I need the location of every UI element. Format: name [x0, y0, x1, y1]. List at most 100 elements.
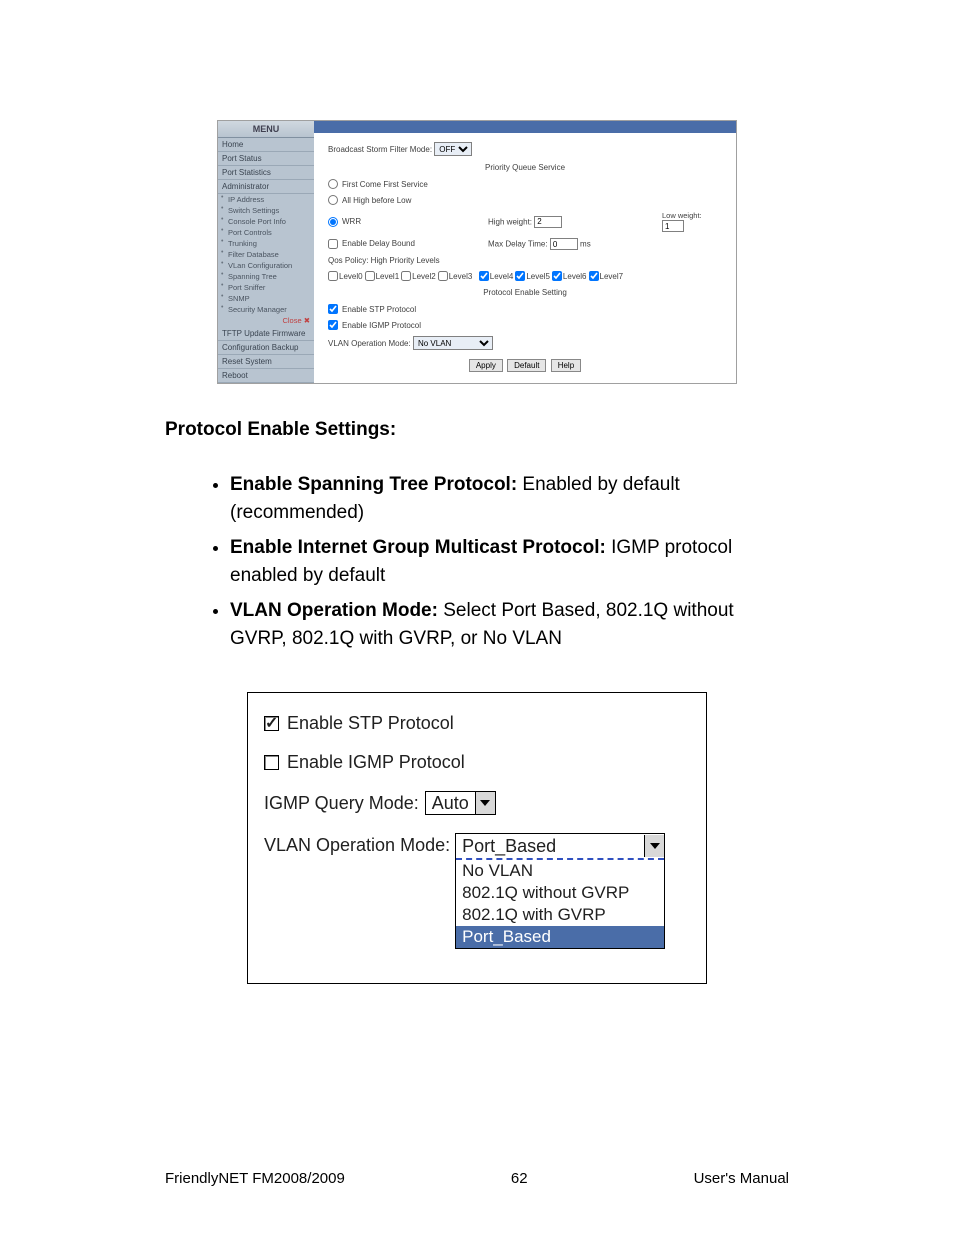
- lvl-level6-label: Level6: [563, 272, 587, 281]
- low-weight-label: Low weight:: [662, 211, 702, 220]
- apply-button[interactable]: Apply: [469, 359, 503, 372]
- close-link[interactable]: Close ✖: [218, 315, 314, 327]
- chk-delay-bound[interactable]: [328, 239, 338, 249]
- fcfs-label: First Come First Service: [342, 180, 428, 189]
- vlan-option[interactable]: 802.1Q without GVRP: [456, 882, 664, 904]
- priority-queue-title: Priority Queue Service: [328, 159, 722, 176]
- menu-item-tftp[interactable]: TFTP Update Firmware: [218, 327, 314, 341]
- radio-wrr[interactable]: [328, 217, 338, 227]
- bsf-select[interactable]: OFF: [434, 142, 472, 156]
- menu-item-reset-system[interactable]: Reset System: [218, 355, 314, 369]
- chk-enable-stp[interactable]: [328, 304, 338, 314]
- mdt-label: Max Delay Time:: [488, 240, 548, 249]
- menu-item-port-statistics[interactable]: Port Statistics: [218, 166, 314, 180]
- vlan-option[interactable]: 802.1Q with GVRP: [456, 904, 664, 926]
- default-button[interactable]: Default: [507, 359, 546, 372]
- submenu-switch-settings[interactable]: Switch Settings: [218, 205, 314, 216]
- ahl-label: All High before Low: [342, 196, 411, 205]
- protocol-enable-title: Protocol Enable Setting: [328, 284, 722, 301]
- topbar: [314, 121, 736, 133]
- vlan-op-label: VLAN Operation Mode:: [264, 833, 450, 856]
- vlan-op-select[interactable]: No VLAN: [413, 336, 493, 350]
- lvl-level7-label: Level7: [600, 272, 624, 281]
- level-row: Level0 Level1 Level2 Level3 Level4 Level5 Lev…: [328, 268, 722, 284]
- lvl-level1-label: Level1: [376, 272, 400, 281]
- chevron-down-icon: [475, 792, 495, 814]
- radio-fcfs[interactable]: [328, 179, 338, 189]
- menu-item-port-status[interactable]: Port Status: [218, 152, 314, 166]
- igmp-query-value: Auto: [426, 793, 475, 814]
- vlan-op-line: VLAN Operation Mode: Port_Based No VLAN8…: [264, 833, 690, 949]
- submenu-trunking[interactable]: Trunking: [218, 238, 314, 249]
- menu-header: MENU: [218, 121, 314, 138]
- page-footer: FriendlyNET FM2008/2009 62 User's Manual: [165, 1170, 789, 1187]
- main-panel: Broadcast Storm Filter Mode: OFF Priorit…: [314, 121, 736, 383]
- stp-label: Enable STP Protocol: [287, 713, 454, 734]
- igmp-query-select[interactable]: Auto: [425, 791, 496, 815]
- lvl-level0-label: Level0: [339, 272, 363, 281]
- chk-level4[interactable]: [479, 271, 489, 281]
- footer-page-number: 62: [511, 1170, 528, 1187]
- lvl-level2-label: Level2: [412, 272, 436, 281]
- chk-level1[interactable]: [365, 271, 375, 281]
- help-button[interactable]: Help: [551, 359, 581, 372]
- igmp-label: Enable IGMP Protocol: [287, 752, 465, 773]
- menu-item-config-backup[interactable]: Configuration Backup: [218, 341, 314, 355]
- qos-policy-label: Qos Policy: High Priority Levels: [328, 253, 722, 268]
- enable-igmp-label: Enable IGMP Protocol: [342, 321, 421, 330]
- submenu-port-sniffer[interactable]: Port Sniffer: [218, 282, 314, 293]
- sidebar: MENU Home Port Status Port Statistics Ad…: [218, 121, 314, 383]
- footer-right: User's Manual: [694, 1170, 789, 1187]
- radio-ahl[interactable]: [328, 195, 338, 205]
- submenu-port-controls[interactable]: Port Controls: [218, 227, 314, 238]
- bsf-label: Broadcast Storm Filter Mode:: [328, 145, 432, 154]
- igmp-line: Enable IGMP Protocol: [264, 752, 690, 773]
- vlan-op-select[interactable]: Port_Based No VLAN802.1Q without GVRP802…: [455, 833, 665, 949]
- mdt-input[interactable]: [550, 238, 578, 250]
- chk-level7[interactable]: [589, 271, 599, 281]
- submenu-vlan-config[interactable]: VLan Configuration: [218, 260, 314, 271]
- high-weight-input[interactable]: [534, 216, 562, 228]
- wrr-label: WRR: [342, 217, 361, 226]
- lvl-level4-label: Level4: [490, 272, 514, 281]
- lvl-level3-label: Level3: [449, 272, 473, 281]
- vlan-op-value: Port_Based: [456, 836, 644, 857]
- low-weight-input[interactable]: [662, 220, 684, 232]
- edb-label: Enable Delay Bound: [342, 239, 415, 248]
- submenu-ip-address[interactable]: IP Address: [218, 194, 314, 205]
- submenu-security-manager[interactable]: Security Manager: [218, 304, 314, 315]
- chevron-down-icon: [644, 835, 664, 857]
- bullet-igmp: Enable Internet Group Multicast Protocol…: [230, 534, 789, 589]
- vlan-op-dropdown: No VLAN802.1Q without GVRP802.1Q with GV…: [456, 858, 664, 948]
- igmp-query-label: IGMP Query Mode:: [264, 793, 419, 814]
- chk-level5[interactable]: [515, 271, 525, 281]
- section-heading: Protocol Enable Settings:: [165, 419, 789, 441]
- bullet-vlan: VLAN Operation Mode: Select Port Based, …: [230, 597, 789, 652]
- menu-item-home[interactable]: Home: [218, 138, 314, 152]
- chk-level0[interactable]: [328, 271, 338, 281]
- broadcast-storm-row: Broadcast Storm Filter Mode: OFF: [328, 139, 722, 159]
- vlan-op-label: VLAN Operation Mode:: [328, 339, 411, 348]
- admin-ui-screenshot: MENU Home Port Status Port Statistics Ad…: [217, 120, 737, 384]
- lvl-level5-label: Level5: [526, 272, 550, 281]
- submenu-filter-database[interactable]: Filter Database: [218, 249, 314, 260]
- menu-item-administrator[interactable]: Administrator: [218, 180, 314, 194]
- enable-stp-label: Enable STP Protocol: [342, 305, 416, 314]
- submenu-console-port-info[interactable]: Console Port Info: [218, 216, 314, 227]
- chk-level6[interactable]: [552, 271, 562, 281]
- bullet-list: Enable Spanning Tree Protocol: Enabled b…: [165, 471, 789, 652]
- high-weight-label: High weight:: [488, 217, 532, 226]
- submenu-spanning-tree[interactable]: Spanning Tree: [218, 271, 314, 282]
- bullet-stp: Enable Spanning Tree Protocol: Enabled b…: [230, 471, 789, 526]
- chk-stp[interactable]: [264, 716, 279, 731]
- igmp-query-line: IGMP Query Mode: Auto: [264, 791, 690, 815]
- chk-level2[interactable]: [401, 271, 411, 281]
- chk-level3[interactable]: [438, 271, 448, 281]
- menu-item-reboot[interactable]: Reboot: [218, 369, 314, 383]
- submenu-snmp[interactable]: SNMP: [218, 293, 314, 304]
- vlan-option[interactable]: No VLAN: [456, 860, 664, 882]
- chk-igmp[interactable]: [264, 755, 279, 770]
- footer-left: FriendlyNET FM2008/2009: [165, 1170, 345, 1187]
- chk-enable-igmp[interactable]: [328, 320, 338, 330]
- vlan-option[interactable]: Port_Based: [456, 926, 664, 948]
